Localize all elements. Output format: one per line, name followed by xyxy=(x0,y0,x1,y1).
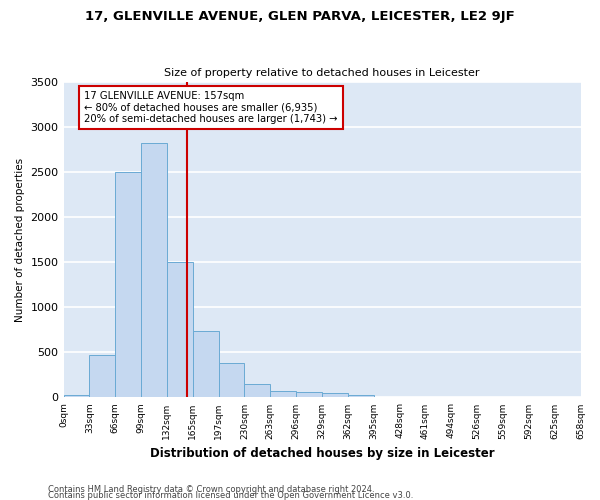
Bar xyxy=(271,390,296,398)
Bar xyxy=(193,330,218,398)
Bar xyxy=(218,363,244,398)
Bar xyxy=(244,384,271,398)
Bar xyxy=(296,392,322,398)
Bar xyxy=(115,172,141,398)
Bar xyxy=(322,394,348,398)
Title: Size of property relative to detached houses in Leicester: Size of property relative to detached ho… xyxy=(164,68,480,78)
Bar xyxy=(348,394,374,398)
Text: 17 GLENVILLE AVENUE: 157sqm
← 80% of detached houses are smaller (6,935)
20% of : 17 GLENVILLE AVENUE: 157sqm ← 80% of det… xyxy=(84,91,338,124)
Text: Contains public sector information licensed under the Open Government Licence v3: Contains public sector information licen… xyxy=(48,490,413,500)
Y-axis label: Number of detached properties: Number of detached properties xyxy=(15,158,25,322)
Bar xyxy=(167,262,193,398)
Text: 17, GLENVILLE AVENUE, GLEN PARVA, LEICESTER, LE2 9JF: 17, GLENVILLE AVENUE, GLEN PARVA, LEICES… xyxy=(85,10,515,23)
Bar xyxy=(64,394,89,398)
Bar xyxy=(89,355,115,398)
Bar xyxy=(141,143,167,398)
X-axis label: Distribution of detached houses by size in Leicester: Distribution of detached houses by size … xyxy=(150,447,494,460)
Text: Contains HM Land Registry data © Crown copyright and database right 2024.: Contains HM Land Registry data © Crown c… xyxy=(48,484,374,494)
